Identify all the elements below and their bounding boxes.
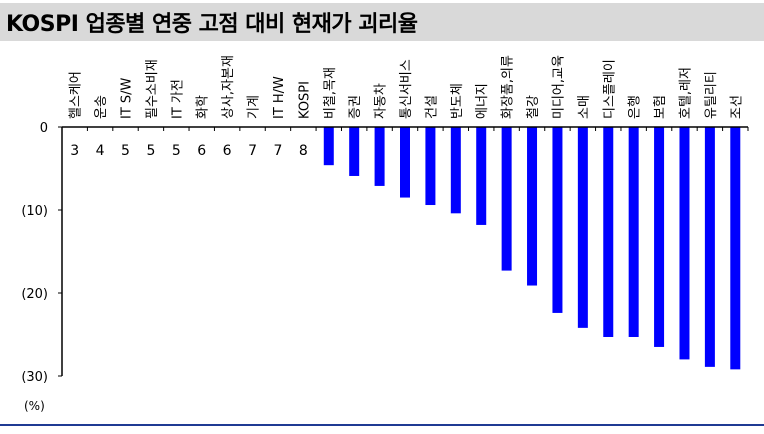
bar-17 xyxy=(501,127,512,271)
bar-15 xyxy=(450,127,461,214)
category-label: 통신서비스 xyxy=(399,59,414,119)
category-label: 은행 xyxy=(627,95,643,119)
bar-26 xyxy=(730,127,741,370)
value-label: 8 xyxy=(299,143,308,159)
bar-23 xyxy=(654,127,665,347)
category-label: 상사,자본재 xyxy=(221,55,236,119)
bar-18 xyxy=(527,127,538,286)
bar-20 xyxy=(577,127,588,328)
category-label: 필수소비재 xyxy=(145,59,160,119)
y-tick-label: 0 xyxy=(40,121,48,136)
category-label: KOSPI xyxy=(297,81,312,119)
bar-16 xyxy=(476,127,487,225)
category-label: 화학 xyxy=(196,95,211,119)
bar-14 xyxy=(425,127,436,206)
value-label: 4 xyxy=(96,143,105,159)
bar-12 xyxy=(374,127,385,186)
value-label: 3 xyxy=(70,143,79,159)
category-label: 화장품,의류 xyxy=(501,55,516,119)
y-tick-label: (20) xyxy=(21,287,48,302)
bottom-divider xyxy=(0,424,764,426)
value-label: 5 xyxy=(172,143,181,159)
category-label: 미디어,교육 xyxy=(551,55,566,119)
bar-11 xyxy=(349,127,360,176)
category-label: 반도체 xyxy=(450,83,465,119)
value-label: 6 xyxy=(223,143,232,159)
bar-21 xyxy=(603,127,614,337)
category-label: 증권 xyxy=(348,95,363,119)
title-band xyxy=(0,3,764,41)
category-label: 헬스케어 xyxy=(69,71,84,119)
bar-19 xyxy=(552,127,563,313)
category-label: 소매 xyxy=(577,95,592,119)
category-label: IT H/W xyxy=(272,76,287,119)
y-axis-unit: (%) xyxy=(24,399,45,413)
category-label: 건설 xyxy=(424,95,439,119)
category-label: 조선 xyxy=(729,95,744,119)
category-label: 운송 xyxy=(94,95,109,119)
value-label: 5 xyxy=(121,143,130,159)
category-label: 기계 xyxy=(247,95,262,119)
bar-24 xyxy=(679,127,690,360)
bar-22 xyxy=(628,127,639,337)
category-label: 디스플레이 xyxy=(602,59,617,119)
category-label: 철강 xyxy=(526,95,541,119)
value-label: 6 xyxy=(197,143,206,159)
category-label: 에너지 xyxy=(475,83,490,119)
category-label: 자동차 xyxy=(374,83,389,119)
value-label: 7 xyxy=(274,143,283,159)
category-label: 비철,목재 xyxy=(323,67,338,119)
bar-10 xyxy=(323,127,334,166)
category-label: IT S/W xyxy=(120,77,135,119)
category-label: 보험 xyxy=(653,95,668,119)
y-tick-label: (30) xyxy=(21,370,48,385)
value-label: 5 xyxy=(146,143,155,159)
chart-title: KOSPI 업종별 연중 고점 대비 현재가 괴리율 xyxy=(6,12,418,37)
category-label: 유틸리티 xyxy=(704,71,719,119)
value-label: 7 xyxy=(248,143,257,159)
y-tick-label: (10) xyxy=(21,204,48,219)
category-label: 호텔,레저 xyxy=(678,67,693,119)
category-label: IT 가전 xyxy=(170,79,185,119)
bar-13 xyxy=(400,127,410,198)
bar-25 xyxy=(704,127,715,367)
